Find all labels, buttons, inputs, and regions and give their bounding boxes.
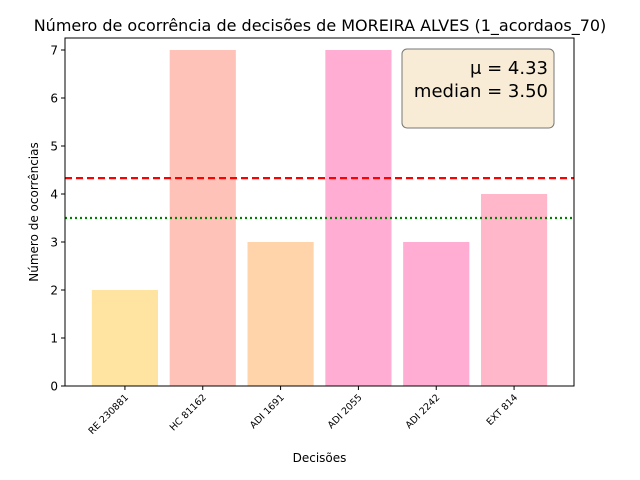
y-tick-label: 1 [50, 332, 58, 346]
y-tick-label: 0 [50, 380, 58, 394]
bar-ext-814 [480, 194, 548, 386]
x-tick-label: HC 81162 [168, 392, 209, 433]
x-tick-label: EXT 814 [485, 392, 521, 428]
reference-lines [65, 177, 574, 220]
bar-adi-1691 [247, 242, 314, 386]
x-tick-label: ADI 2242 [404, 392, 443, 431]
bar-re-230881 [91, 290, 158, 386]
mean-stat-label: μ = 4.33 [470, 58, 548, 79]
median-stat-label: median = 3.50 [414, 81, 548, 102]
y-axis-label: Número de ocorrências [27, 142, 41, 282]
x-axis: RE 230881 HC 81162 ADI 1691 ADI 2055 ADI 224… [87, 386, 521, 437]
y-axis: 0 1 2 3 4 5 6 7 [50, 44, 65, 394]
bar-adi-2242 [403, 242, 470, 386]
stats-box: μ = 4.33 median = 3.50 [401, 48, 555, 129]
y-tick-label: 7 [50, 44, 58, 58]
chart-title: Número de ocorrência de decisões de MORE… [34, 16, 607, 36]
x-tick-label: RE 230881 [87, 392, 131, 436]
y-tick-label: 6 [50, 92, 58, 106]
x-tick-label: ADI 2055 [326, 392, 365, 431]
stats-box-background [401, 48, 555, 129]
bars-layer [91, 50, 548, 386]
y-tick-label: 2 [50, 284, 58, 298]
y-tick-label: 4 [50, 188, 58, 202]
plot-frame [64, 37, 575, 387]
x-axis-label: Decisões [293, 451, 347, 465]
y-tick-label: 5 [50, 140, 58, 154]
y-tick-label: 3 [50, 236, 58, 250]
x-tick-label: ADI 1691 [248, 392, 287, 431]
